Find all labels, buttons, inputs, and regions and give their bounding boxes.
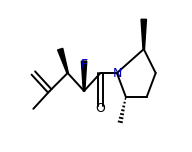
Text: N: N	[113, 67, 122, 79]
Polygon shape	[141, 19, 146, 49]
Polygon shape	[58, 48, 68, 73]
Text: F: F	[81, 58, 88, 71]
Text: O: O	[96, 102, 105, 115]
Polygon shape	[81, 61, 87, 91]
